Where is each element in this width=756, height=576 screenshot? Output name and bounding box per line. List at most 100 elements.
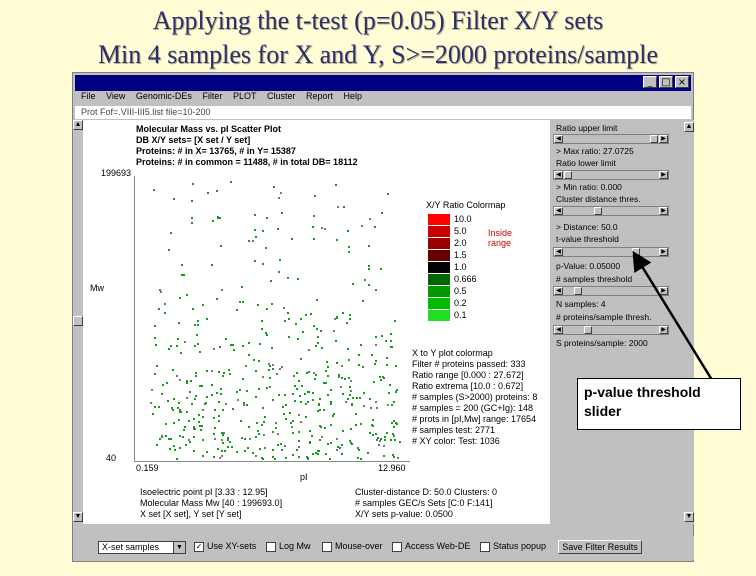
scatter-point — [272, 455, 274, 458]
stats-line4: Ratio extrema [10.0 : 0.672] — [412, 381, 524, 391]
scroll-up-arrow-icon[interactable]: ▲ — [73, 120, 83, 130]
scatter-point — [392, 432, 395, 435]
stats-line1: X to Y plot colormap — [412, 348, 493, 358]
save-filter-results-button[interactable]: Save Filter Results — [558, 540, 642, 554]
menu-cluster[interactable]: Cluster — [266, 91, 296, 101]
colormap-label: 1.0 — [454, 262, 467, 272]
scatter-point — [178, 378, 181, 381]
scatter-point — [369, 432, 372, 435]
scatter-point — [261, 458, 264, 460]
scatter-point — [179, 409, 182, 412]
scatter-point — [239, 419, 242, 422]
ratio-upper-slider[interactable]: ◀ ▶ — [553, 134, 669, 144]
menu-help[interactable]: Help — [343, 91, 363, 101]
scatter-point — [314, 194, 317, 197]
menu-report[interactable]: Report — [306, 91, 334, 101]
scatter-point — [211, 369, 214, 372]
scatter-point — [272, 363, 275, 366]
scatter-point — [173, 448, 176, 451]
scatter-point — [272, 399, 275, 402]
scatter-point — [287, 311, 290, 314]
scatter-point — [260, 456, 263, 459]
checkbox-icon[interactable] — [480, 541, 490, 552]
scatter-point — [191, 222, 194, 225]
sample-set-dropdown[interactable]: X-set samples ▼ — [98, 541, 186, 554]
maximize-button[interactable]: □ — [659, 76, 673, 88]
y-axis-line — [134, 176, 135, 461]
scatter-point — [152, 412, 155, 415]
scatter-point — [195, 333, 198, 336]
scatter-point — [255, 422, 258, 425]
scatter-point — [152, 189, 155, 192]
scatter-point — [199, 385, 202, 388]
scatter-point — [193, 428, 196, 431]
scroll-down-arrow-icon[interactable]: ▼ — [73, 512, 83, 522]
checkbox-icon[interactable] — [322, 541, 332, 552]
proteins-per-sample-value: S proteins/sample: 2000 — [556, 338, 648, 348]
colormap-label: 5.0 — [454, 226, 467, 236]
scatter-point — [366, 452, 369, 455]
scatter-point — [265, 387, 268, 390]
ratio-lower-slider[interactable]: ◀ ▶ — [553, 170, 669, 180]
scroll-thumb[interactable] — [73, 316, 83, 326]
checkbox-icon[interactable] — [266, 541, 276, 552]
scatter-point — [368, 284, 371, 287]
access-web-de-checkbox[interactable]: Access Web-DE — [392, 541, 470, 552]
scatter-point — [297, 379, 300, 382]
scatter-point — [254, 396, 257, 399]
scatter-point — [274, 458, 277, 460]
use-xy-sets-checkbox[interactable]: ✓ Use XY-sets — [194, 541, 256, 552]
menu-filter[interactable]: Filter — [202, 91, 223, 101]
scatter-point — [327, 442, 330, 445]
scatter-point — [160, 290, 163, 293]
scatter-point — [307, 457, 310, 460]
minimize-button[interactable]: _ — [643, 76, 657, 88]
status-popup-checkbox[interactable]: Status popup — [480, 541, 546, 552]
scatter-point — [193, 398, 196, 401]
log-mw-checkbox[interactable]: Log Mw — [266, 541, 311, 552]
dropdown-arrow-icon[interactable]: ▼ — [173, 542, 185, 553]
colormap-swatch — [428, 250, 450, 261]
status-popup-label: Status popup — [493, 541, 547, 551]
scatter-point — [290, 422, 293, 425]
scatter-point — [312, 399, 315, 402]
scatter-point — [204, 403, 207, 406]
samples-threshold-slider[interactable]: ◀ ▶ — [553, 286, 669, 296]
scatter-point — [285, 404, 288, 407]
mouse-over-checkbox[interactable]: Mouse-over — [322, 541, 383, 552]
proteins-per-sample-slider[interactable]: ◀ ▶ — [553, 325, 669, 335]
scatter-point — [206, 451, 209, 454]
mw-range-label: Molecular Mass Mw [40 : 199693.0] — [140, 498, 283, 508]
scatter-point — [277, 432, 280, 435]
menu-genomic-des[interactable]: Genomic-DEs — [135, 91, 192, 101]
scatter-point — [341, 365, 344, 368]
scatter-plot-area[interactable] — [74, 120, 550, 524]
scatter-point — [291, 420, 294, 423]
colormap-label: 0.5 — [454, 286, 467, 296]
menu-view[interactable]: View — [106, 91, 126, 101]
scatter-point — [273, 185, 276, 188]
scatter-point — [348, 394, 351, 397]
scatter-point — [300, 358, 303, 361]
scatter-point — [381, 375, 384, 378]
checkbox-icon[interactable] — [392, 541, 402, 552]
scatter-point — [248, 341, 251, 344]
menu-file[interactable]: File — [81, 91, 96, 101]
mouse-over-label: Mouse-over — [335, 541, 383, 551]
menu-plot[interactable]: PLOT — [232, 91, 257, 101]
scatter-point — [185, 293, 188, 296]
stats-line6: # samples = 200 (GC+Ig): 148 — [412, 403, 534, 413]
scatter-point — [241, 345, 244, 348]
checkbox-checked-icon[interactable]: ✓ — [194, 541, 204, 552]
scatter-point — [254, 454, 257, 457]
close-button[interactable]: × — [675, 76, 689, 88]
panel-vertical-scrollbar[interactable]: ▲ ▼ — [684, 122, 694, 522]
plot-vertical-scrollbar[interactable]: ▲ ▼ — [73, 120, 83, 524]
panel-scroll-up-icon[interactable]: ▲ — [684, 122, 694, 132]
cluster-distance-slider[interactable]: ◀ ▶ — [553, 206, 669, 216]
scatter-point — [348, 318, 351, 321]
panel-scroll-down-icon[interactable]: ▼ — [684, 512, 694, 522]
scatter-point — [186, 396, 189, 399]
scatter-point — [349, 439, 352, 442]
